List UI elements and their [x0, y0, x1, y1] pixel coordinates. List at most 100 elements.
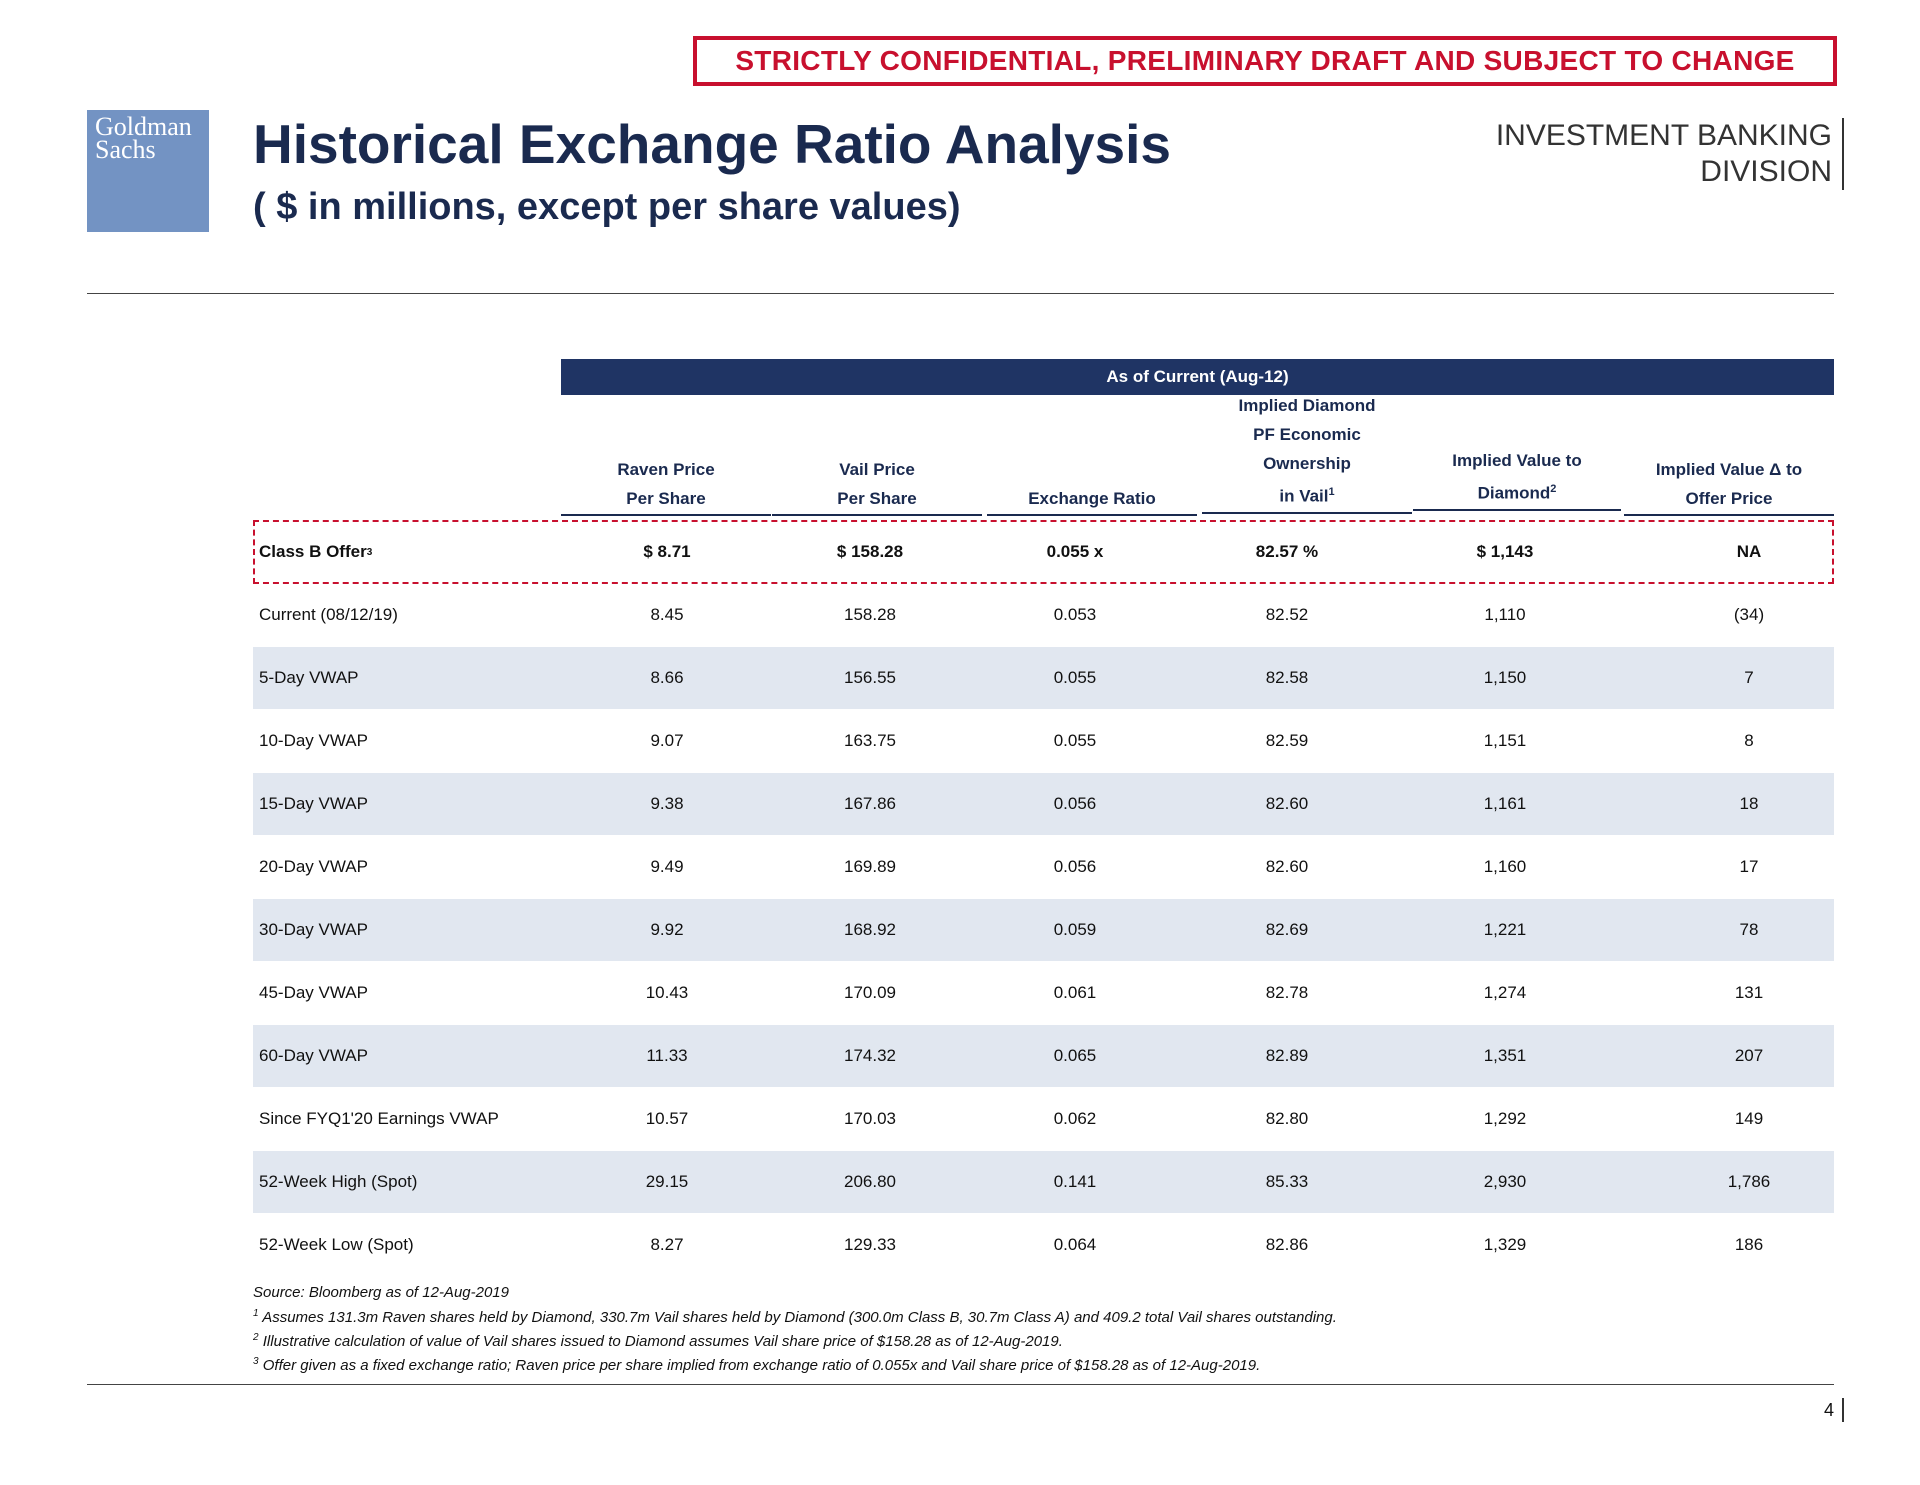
table-row: Current (08/12/19) 8.45 158.28 0.053 82.52 1,…: [253, 584, 1834, 646]
column-header-implied-value-delta: Implied Value Δ to Offer Price: [1624, 455, 1834, 516]
cell-implied-value: 1,160: [1483, 857, 1527, 876]
cell-exchange-ratio: 0.061: [1053, 983, 1097, 1002]
column-header-vail-price: Vail Price Per Share: [772, 455, 982, 516]
cell-vail-price: 174.32: [844, 1046, 896, 1065]
cell-ownership: 82.80: [1265, 1109, 1309, 1128]
cell-ownership: 82.59: [1265, 731, 1309, 750]
goldman-sachs-logo: Goldman Sachs: [87, 110, 209, 232]
cell-implied-value: 1,161: [1483, 794, 1527, 813]
column-header-implied-value: Implied Value to Diamond2: [1413, 446, 1621, 511]
cell-implied-value: 1,221: [1483, 920, 1527, 939]
column-header-line: in Vail1: [1279, 486, 1335, 506]
cell-vail-price: 168.92: [844, 920, 896, 939]
column-header-raven-price: Raven Price Per Share: [561, 455, 771, 516]
row-label: 5-Day VWAP: [259, 668, 359, 687]
cell-ownership: 82.60: [1265, 857, 1309, 876]
cell-raven-price: 11.33: [646, 1046, 688, 1065]
cell-raven-price: 9.38: [650, 794, 684, 813]
table-row: 45-Day VWAP 10.43 170.09 0.061 82.78 1,274 131: [253, 962, 1834, 1024]
confidential-banner: STRICTLY CONFIDENTIAL, PRELIMINARY DRAFT…: [693, 36, 1837, 86]
cell-ownership: 82.78: [1265, 983, 1309, 1002]
row-label: 10-Day VWAP: [259, 731, 368, 750]
cell-exchange-ratio: 0.064: [1053, 1235, 1097, 1254]
cell-implied-value: 1,150: [1483, 668, 1527, 687]
cell-value-delta: 149: [1734, 1109, 1764, 1128]
cell-ownership: 82.89: [1265, 1046, 1309, 1065]
cell-implied-value: 1,351: [1483, 1046, 1527, 1065]
cell-value-delta: 131: [1734, 983, 1764, 1002]
cell-raven-price: 8.45: [650, 605, 684, 624]
cell-value-delta: 7: [1744, 668, 1754, 687]
cell-value-delta: 18: [1739, 794, 1759, 813]
cell-raven-price: 9.92: [650, 920, 684, 939]
page-number: 4: [1824, 1398, 1844, 1422]
row-label: 15-Day VWAP: [259, 794, 368, 813]
column-header-line: Diamond2: [1477, 483, 1557, 503]
column-header-line: PF Economic: [1253, 425, 1361, 444]
column-header-line: Ownership: [1263, 454, 1351, 473]
footnote-3: 3 Offer given as a fixed exchange ratio;…: [253, 1356, 1261, 1374]
cell-raven-price: $ 8.71: [643, 542, 691, 561]
cell-vail-price: 170.03: [844, 1109, 896, 1128]
cell-value-delta: 1,786: [1727, 1172, 1771, 1191]
row-label: Class B Offer 3: [259, 542, 373, 561]
division-line-1: INVESTMENT BANKING: [1495, 119, 1832, 152]
row-label: 52-Week Low (Spot): [259, 1235, 414, 1254]
column-header-line: Implied Diamond: [1238, 396, 1376, 415]
cell-value-delta: 17: [1739, 857, 1759, 876]
cell-vail-price: 158.28: [844, 605, 896, 624]
cell-implied-value: 1,110: [1484, 605, 1526, 624]
cell-vail-price: $ 158.28: [836, 542, 904, 561]
cell-vail-price: 156.55: [844, 668, 896, 687]
table-band-header: As of Current (Aug-12): [561, 359, 1834, 395]
cell-ownership: 82.69: [1265, 920, 1309, 939]
row-label: 30-Day VWAP: [259, 920, 368, 939]
column-header-line: Exchange Ratio: [1028, 489, 1156, 508]
division-line-2: DIVISION: [1700, 155, 1832, 188]
table-row: 30-Day VWAP 9.92 168.92 0.059 82.69 1,221 78: [253, 899, 1834, 961]
table-row: 5-Day VWAP 8.66 156.55 0.055 82.58 1,150 7: [253, 647, 1834, 709]
row-label: 20-Day VWAP: [259, 857, 368, 876]
column-header-line: Implied Value Δ to: [1655, 460, 1803, 479]
cell-raven-price: 10.43: [645, 983, 689, 1002]
cell-raven-price: 9.49: [650, 857, 684, 876]
class-b-offer-highlight: [253, 520, 1834, 584]
column-header-line: Per Share: [837, 489, 917, 508]
cell-exchange-ratio: 0.055: [1053, 731, 1097, 750]
column-header-line: Offer Price: [1685, 489, 1773, 508]
cell-ownership: 82.86: [1265, 1235, 1309, 1254]
row-label: Current (08/12/19): [259, 605, 398, 624]
cell-value-delta: 186: [1734, 1235, 1764, 1254]
cell-implied-value: 1,151: [1483, 731, 1527, 750]
cell-ownership: 85.33: [1265, 1172, 1309, 1191]
cell-exchange-ratio: 0.055: [1053, 668, 1097, 687]
cell-value-delta: 207: [1734, 1046, 1764, 1065]
page-subtitle: ( $ in millions, except per share values…: [253, 186, 961, 228]
cell-implied-value: 1,274: [1483, 983, 1527, 1002]
cell-exchange-ratio: 0.062: [1053, 1109, 1097, 1128]
header-divider: [87, 293, 1834, 294]
cell-value-delta: 78: [1739, 920, 1759, 939]
column-header-exchange-ratio: Exchange Ratio: [987, 484, 1197, 516]
table-row: 20-Day VWAP 9.49 169.89 0.056 82.60 1,160 17: [253, 836, 1834, 898]
cell-vail-price: 167.86: [844, 794, 896, 813]
table-row: 52-Week High (Spot) 29.15 206.80 0.141 85.33…: [253, 1151, 1834, 1213]
cell-exchange-ratio: 0.053: [1053, 605, 1097, 624]
cell-exchange-ratio: 0.059: [1053, 920, 1097, 939]
row-label: Since FYQ1'20 Earnings VWAP: [259, 1109, 499, 1128]
cell-exchange-ratio: 0.141: [1053, 1172, 1097, 1191]
footnote-source: Source: Bloomberg as of 12-Aug-2019: [253, 1284, 509, 1301]
row-label: 60-Day VWAP: [259, 1046, 368, 1065]
logo-line-2: Sachs: [95, 135, 156, 164]
cell-ownership: 82.60: [1265, 794, 1309, 813]
cell-vail-price: 206.80: [844, 1172, 896, 1191]
cell-implied-value: 1,329: [1483, 1235, 1527, 1254]
offer-row: Class B Offer 3 $ 8.71 $ 158.28 0.055 x 8…: [253, 521, 1834, 583]
division-label: INVESTMENT BANKING DIVISION: [1496, 118, 1844, 190]
row-label: 52-Week High (Spot): [259, 1172, 418, 1191]
footnote-1: 1 Assumes 131.3m Raven shares held by Di…: [253, 1308, 1337, 1326]
column-header-line: Implied Value to: [1452, 451, 1582, 470]
cell-vail-price: 169.89: [844, 857, 896, 876]
cell-vail-price: 163.75: [844, 731, 896, 750]
table-row: 15-Day VWAP 9.38 167.86 0.056 82.60 1,161 18: [253, 773, 1834, 835]
